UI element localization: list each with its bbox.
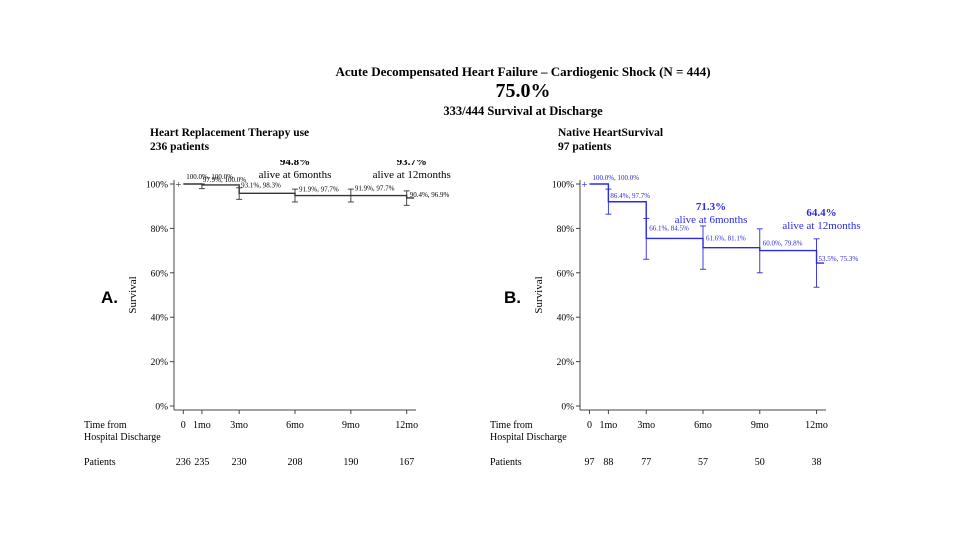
y-tick-label: 40% (557, 314, 575, 324)
overall-survival-percent: 75.0% (495, 80, 551, 102)
ci-label: 100.0%, 100.0% (592, 174, 639, 182)
ci-label: 61.6%, 81.1% (706, 235, 746, 243)
ci-label: 100.0%, 100.0% (186, 173, 233, 181)
ci-label: 91.9%, 97.7% (299, 186, 339, 194)
panel-a-letter: A. (101, 288, 118, 307)
y-tick-label: 100% (552, 181, 574, 191)
risk-table-value: 230 (232, 457, 247, 468)
x-tick-label: 12mo (805, 420, 828, 431)
ci-label: 60.0%, 79.8% (763, 240, 803, 248)
y-tick-label: 60% (151, 269, 169, 279)
annotation-text: alive at 6months (259, 169, 332, 181)
risk-table-value: 167 (399, 457, 414, 468)
annotation-text: alive at 12months (373, 169, 451, 181)
x-axis-label-line1: Time from (84, 420, 127, 431)
risk-table-value: 38 (812, 457, 822, 468)
x-tick-label: 1mo (193, 420, 211, 431)
ci-label: 93.1%, 98.3% (241, 181, 281, 189)
censor-mark: + (581, 179, 587, 191)
panel-b-patients: 97 patients (558, 141, 612, 153)
y-tick-label: 20% (151, 358, 169, 368)
y-tick-label: 80% (557, 225, 575, 235)
y-tick-label: 20% (557, 358, 575, 368)
x-axis-label-line1: Time from (490, 420, 533, 431)
y-axis-label: Survival (533, 276, 545, 313)
x-tick-label: 3mo (230, 420, 248, 431)
ci-label: 86.4%, 97.7% (610, 192, 650, 200)
y-tick-label: 60% (557, 269, 575, 279)
overall-survival-subtitle: 333/444 Survival at Discharge (443, 104, 603, 118)
panel-a-patients: 236 patients (150, 141, 210, 153)
risk-table-row-label: Patients (490, 457, 522, 468)
risk-table-value: 97 (584, 457, 594, 468)
x-tick-label: 1mo (599, 420, 617, 431)
x-axis-label-line2: Hospital Discharge (84, 432, 161, 443)
chart-a: 0% 20% 40% 60% 80% 100% Survival 0 1mo 3mo 6mo 9mo 1… (84, 160, 451, 468)
annotation-value: 71.3% (696, 201, 726, 213)
ci-label: 97.9%, 100.0% (203, 176, 246, 184)
risk-table-value: 88 (603, 457, 613, 468)
y-tick-label: 100% (146, 181, 168, 191)
ci-label: 66.1%, 84.5% (649, 224, 689, 232)
y-tick-label: 0% (155, 403, 168, 413)
x-tick-label: 0 (181, 420, 186, 431)
risk-table-value: 235 (194, 457, 209, 468)
ci-label: 53.5%, 75.3% (819, 255, 859, 263)
ci-label: 90.4%, 96.9% (410, 191, 450, 199)
panel-b-title: Native HeartSurvival (558, 127, 664, 139)
annotation-value: 93.7% (397, 160, 427, 168)
annotation-text: alive at 6months (675, 214, 748, 226)
x-tick-label: 0 (587, 420, 592, 431)
risk-table-value: 57 (698, 457, 708, 468)
risk-table-row-label: Patients (84, 457, 116, 468)
x-tick-label: 6mo (286, 420, 304, 431)
x-tick-label: 9mo (342, 420, 360, 431)
annotation-text: alive at 12months (782, 220, 860, 232)
censor-mark: + (175, 179, 181, 191)
x-tick-label: 9mo (751, 420, 769, 431)
y-tick-label: 80% (151, 225, 169, 235)
panel-b-letter: B. (504, 288, 521, 307)
panel-a-title: Heart Replacement Therapy use (150, 127, 310, 139)
annotation-value: 94.8% (280, 160, 310, 168)
annotation-value: 64.4% (806, 207, 836, 219)
risk-table-value: 208 (288, 457, 303, 468)
y-tick-label: 40% (151, 314, 169, 324)
risk-table-value: 190 (343, 457, 358, 468)
risk-table-value: 77 (641, 457, 651, 468)
x-tick-label: 12mo (395, 420, 418, 431)
ci-label: 91.9%, 97.7% (355, 185, 395, 193)
risk-table-value: 50 (755, 457, 765, 468)
x-tick-label: 6mo (694, 420, 712, 431)
risk-table-value: 236 (176, 457, 191, 468)
y-axis-label: Survival (127, 276, 139, 313)
x-axis-label-line2: Hospital Discharge (490, 432, 567, 443)
x-tick-label: 3mo (637, 420, 655, 431)
chart-b: 0% 20% 40% 60% 80% 100% Survival 0 1mo 3mo 6mo 9mo 1… (490, 174, 861, 468)
figure-title: Acute Decompensated Heart Failure – Card… (335, 64, 711, 79)
y-tick-label: 0% (561, 403, 574, 413)
